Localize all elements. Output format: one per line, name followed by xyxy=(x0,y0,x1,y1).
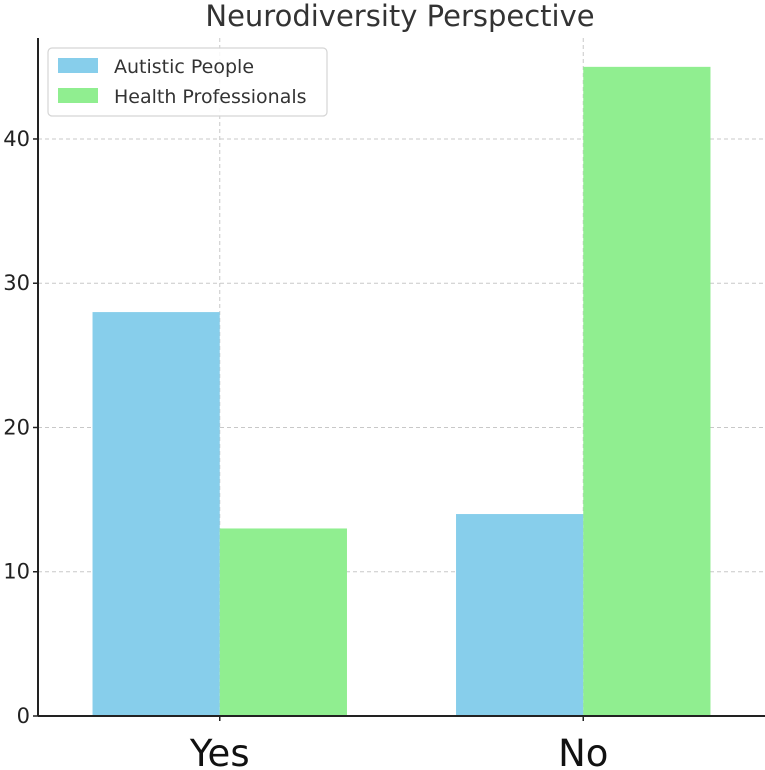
x-tick-label: Yes xyxy=(189,732,250,770)
y-tick-label: 30 xyxy=(3,271,30,295)
legend-box xyxy=(47,47,328,117)
legend-swatch xyxy=(58,88,98,103)
legend-label: Health Professionals xyxy=(114,86,307,108)
axes xyxy=(37,38,765,717)
x-axis-ticks: Yes No xyxy=(189,716,608,770)
y-tick-label: 40 xyxy=(3,127,30,151)
bar-health-professionals-no xyxy=(583,66,711,716)
chart-title: Neurodiversity Perspective xyxy=(205,0,594,33)
x-tick-label: No xyxy=(558,732,608,770)
y-tick-label: 0 xyxy=(17,704,30,728)
legend-label: Autistic People xyxy=(114,56,254,78)
bar-autistic-people-no xyxy=(456,514,584,716)
y-tick-label: 10 xyxy=(3,560,30,584)
legend: Autistic People Health Professionals xyxy=(47,47,328,117)
legend-swatch xyxy=(58,58,98,73)
bar-health-professionals-yes xyxy=(219,528,347,716)
y-tick-label: 20 xyxy=(3,415,30,439)
bar-autistic-people-yes xyxy=(92,312,220,716)
y-axis-ticks: 0 10 20 30 40 xyxy=(3,127,38,728)
bars xyxy=(92,66,711,716)
